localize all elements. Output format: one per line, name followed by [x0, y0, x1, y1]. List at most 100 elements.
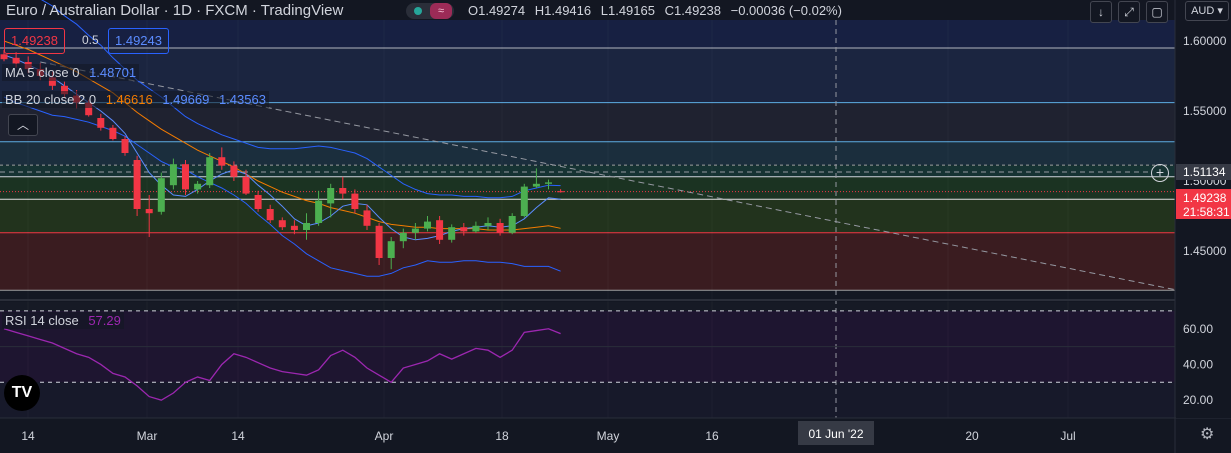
- candle: [145, 195, 153, 237]
- price-axis[interactable]: 1.600001.550001.450001.500001.511341.492…: [1176, 0, 1231, 418]
- candle-body: [169, 164, 177, 186]
- market-status[interactable]: ≈: [406, 3, 454, 19]
- candle-body: [520, 186, 528, 216]
- chevron-up-icon: ︿: [16, 118, 29, 132]
- sell-button[interactable]: 1.49238: [4, 28, 65, 54]
- gear-icon[interactable]: ⚙: [1200, 426, 1215, 443]
- candle: [133, 155, 141, 216]
- candle-body: [194, 183, 202, 190]
- candle-body: [266, 209, 274, 221]
- candle: [351, 189, 359, 214]
- bb-lower-line: [3, 96, 561, 277]
- horizontal-levels: [0, 47, 1175, 291]
- bb-upper-line: [41, 0, 561, 199]
- candle-body: [532, 183, 540, 187]
- candle: [508, 213, 516, 235]
- candle-body: [242, 176, 250, 194]
- time-tick-label: Mar: [137, 429, 158, 443]
- candle: [472, 221, 480, 233]
- ma-label: MA 5 close 0: [5, 65, 80, 80]
- last-price-label: 1.49238: [1183, 191, 1227, 205]
- high-value: H1.49416: [534, 3, 592, 18]
- candle: [339, 176, 347, 200]
- bb-upper-value: 1.49669: [162, 92, 210, 107]
- hover-price-box: [1176, 164, 1231, 180]
- candle: [436, 216, 444, 244]
- rsi-label: RSI 14 close: [5, 313, 79, 328]
- expand-icon: ⤢: [1124, 5, 1134, 19]
- candle: [315, 190, 323, 226]
- candle: [520, 183, 528, 218]
- price-zone: [0, 232, 1175, 291]
- candle-body: [327, 188, 335, 204]
- symbol-title[interactable]: Euro / Australian Dollar · 1D · FXCM · T…: [6, 2, 344, 19]
- time-tick-label: 14: [231, 429, 245, 443]
- candle-body: [387, 241, 395, 258]
- price-zone: [0, 20, 1175, 48]
- price-zone: [0, 199, 1175, 233]
- candle: [387, 237, 395, 270]
- candle: [363, 204, 371, 230]
- rsi-tick-label: 60.00: [1183, 322, 1213, 336]
- candle-body: [254, 195, 262, 209]
- buy-button[interactable]: 1.49243: [108, 28, 169, 54]
- candle-body: [133, 160, 141, 209]
- candle: [424, 216, 431, 232]
- currency-selector[interactable]: AUD ▾: [1185, 1, 1229, 21]
- time-tick-label: 14: [21, 429, 35, 443]
- price-tick-label: 1.60000: [1183, 34, 1227, 48]
- candle-body: [121, 139, 129, 153]
- arrow-down-icon: ↓: [1098, 5, 1104, 19]
- price-zones: [0, 20, 1175, 418]
- price-zone: [0, 141, 1175, 166]
- square-icon: ▢: [1151, 5, 1163, 19]
- ohlc-readout: O1.49274 H1.49416 L1.49165 C1.49238 −0.0…: [468, 3, 848, 18]
- tradingview-logo-icon[interactable]: TV: [4, 375, 40, 411]
- bb-lower-value: 1.43563: [218, 92, 266, 107]
- collapse-legend-button[interactable]: ︿: [8, 114, 38, 136]
- candle: [109, 125, 117, 141]
- candle: [557, 189, 565, 193]
- candle-body: [448, 227, 456, 240]
- candle: [278, 217, 286, 230]
- candle-body: [206, 157, 214, 186]
- candle-body: [157, 178, 165, 212]
- bb-basis-value: 1.46616: [105, 92, 153, 107]
- time-tick-label: Apr: [375, 429, 394, 443]
- candle: [545, 179, 552, 190]
- rsi-pane: [0, 310, 1175, 401]
- fullscreen-button[interactable]: ⤢: [1118, 1, 1140, 23]
- candle-body: [375, 225, 383, 258]
- open-value: O1.49274: [468, 3, 526, 18]
- rsi-legend[interactable]: RSI 14 close 57.29: [2, 312, 124, 329]
- price-tick-label: 1.55000: [1183, 104, 1227, 118]
- candle: [399, 228, 407, 249]
- price-zone: [0, 165, 1175, 177]
- close-value: C1.49238: [664, 3, 721, 18]
- add-alert-icon[interactable]: +: [1151, 164, 1169, 182]
- crosshair-time-box: [798, 421, 874, 445]
- bb-legend[interactable]: BB 20 close 2 0 1.46616 1.49669 1.43563: [2, 91, 269, 108]
- candle-body: [85, 102, 93, 116]
- wave-icon: ≈: [430, 3, 452, 19]
- time-tick-label: Jul: [1060, 429, 1075, 443]
- candle: [206, 153, 214, 188]
- time-tick-label: 18: [495, 429, 509, 443]
- bollinger-bands: [3, 0, 561, 277]
- candle: [448, 224, 456, 243]
- download-button[interactable]: ↓: [1090, 1, 1112, 23]
- countdown-label: 21:58:31: [1183, 205, 1230, 219]
- ma-legend[interactable]: MA 5 close 0 1.48701: [2, 64, 140, 81]
- candle-body: [557, 191, 565, 193]
- maximize-button[interactable]: ▢: [1146, 1, 1168, 23]
- time-tick-label: 16: [705, 429, 719, 443]
- candle: [97, 113, 105, 131]
- candle: [218, 147, 226, 170]
- candle-body: [496, 223, 504, 233]
- hover-price-label: 1.51134: [1183, 165, 1226, 179]
- candle-body: [484, 223, 492, 226]
- time-axis[interactable]: 14 Mar 14 Apr 18 May 16 20 Jul 01 Jun '22: [21, 421, 1076, 445]
- candle: [496, 218, 504, 236]
- candle-body: [411, 228, 419, 233]
